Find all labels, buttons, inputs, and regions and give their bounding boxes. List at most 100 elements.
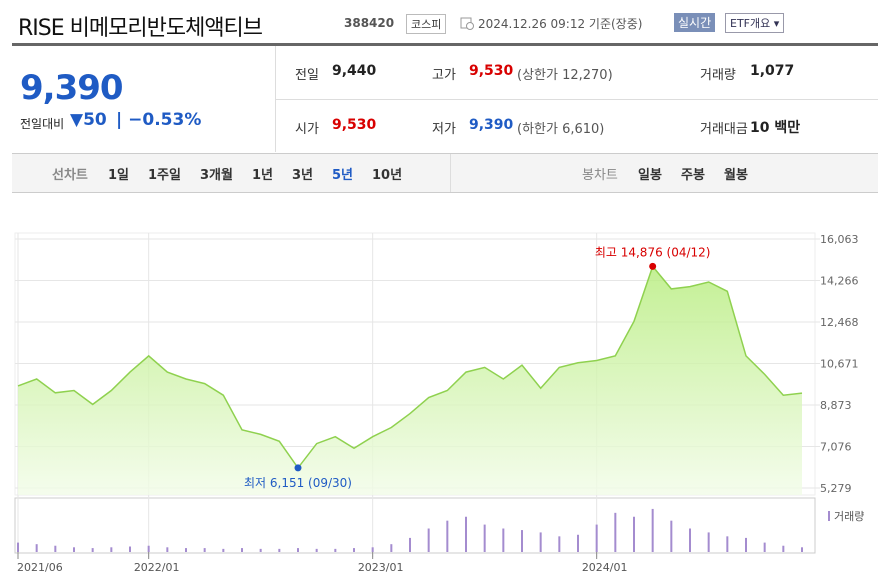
annotation: 최고 14,876 (04/12) xyxy=(595,245,711,259)
volume-bar xyxy=(147,545,150,552)
change-value: 50 xyxy=(83,110,107,130)
volume-bar xyxy=(166,547,169,552)
volume-bar xyxy=(110,547,113,552)
etf-button[interactable]: ETF개요 ▾ xyxy=(725,13,785,33)
volume-bar xyxy=(633,516,635,552)
info-label: 거래량 xyxy=(700,68,736,83)
extreme-point xyxy=(649,262,657,270)
volume-bar xyxy=(259,548,262,552)
volume-bar xyxy=(371,547,374,552)
tab-label: 봉차트 xyxy=(582,168,618,183)
divider xyxy=(450,154,451,192)
tab[interactable]: 1일 xyxy=(108,168,130,183)
legend-label: 거래량 xyxy=(834,510,864,523)
volume-bar xyxy=(129,546,131,552)
volume-bar xyxy=(54,545,57,552)
volume-bar xyxy=(745,537,747,552)
change: ▼50 xyxy=(70,110,107,130)
tab[interactable]: 3개월 xyxy=(200,168,233,183)
realtime[interactable]: 실시간 xyxy=(674,13,716,32)
divider xyxy=(275,99,878,100)
tab[interactable]: 일봉 xyxy=(638,168,662,183)
tab[interactable]: 5년 xyxy=(332,168,354,183)
volume-bar xyxy=(390,544,393,552)
divider xyxy=(12,43,878,46)
volume-bar xyxy=(222,548,225,552)
tab[interactable]: 1주일 xyxy=(148,168,181,183)
tab[interactable]: 월봉 xyxy=(724,168,748,183)
x-tick-label: 2022/01 xyxy=(134,561,180,574)
info-value: 1,077 xyxy=(750,63,795,79)
volume-bar xyxy=(707,532,710,552)
volume-bar xyxy=(801,547,803,552)
info-value: 9,530 xyxy=(332,117,377,133)
y-tick-label: 16,063 xyxy=(820,233,859,246)
volume-bar xyxy=(203,548,206,552)
extreme-point xyxy=(294,464,302,472)
x-tick-label: 2024/01 xyxy=(582,561,628,574)
volume-frame xyxy=(14,497,816,554)
volume-bar xyxy=(689,528,691,552)
info-value: 9,390 xyxy=(469,117,514,133)
volume-bar xyxy=(353,548,355,552)
price: 9,390 xyxy=(20,68,124,108)
time: 2024.12.26 09:12 기준(장중) xyxy=(478,17,643,31)
tab[interactable]: 3년 xyxy=(292,168,314,183)
y-tick-label: 14,266 xyxy=(820,274,859,287)
volume-bar xyxy=(521,530,523,552)
price-line xyxy=(17,264,803,470)
x-tick-label: 2021/06 xyxy=(17,561,63,574)
volume-bar xyxy=(558,536,561,552)
volume-bar xyxy=(483,524,486,552)
tab[interactable]: 1년 xyxy=(252,168,274,183)
volume-bar xyxy=(782,545,785,552)
market: 코스피 xyxy=(406,14,447,34)
tab-label: 선차트 xyxy=(52,168,88,183)
annotation: 최저 6,151 (09/30) xyxy=(244,476,352,490)
volume-bar xyxy=(73,547,75,552)
volume-bar xyxy=(315,548,318,552)
volume-bar xyxy=(185,548,187,552)
tab-bar xyxy=(12,153,878,193)
chart: 16,063 14,266 12,468 10,671 8,873 7,076 5,279 2… xyxy=(14,232,864,574)
info-label: 고가 xyxy=(432,68,456,83)
info-note: (상한가 12,270) xyxy=(517,68,613,83)
y-tick-label: 5,279 xyxy=(820,482,852,495)
rate: −0.53% xyxy=(128,110,202,130)
y-tick-label: 12,468 xyxy=(820,316,859,329)
change-label: 전일대비 xyxy=(20,117,65,131)
volume-bar xyxy=(427,528,430,552)
legend-swatch xyxy=(828,511,830,521)
info-label: 저가 xyxy=(432,122,456,137)
volume-bar xyxy=(763,542,766,552)
volume-bar xyxy=(17,542,19,552)
y-tick-label: 8,873 xyxy=(820,399,852,412)
volume-bar xyxy=(539,532,542,552)
volume-bar xyxy=(614,512,617,552)
code: 388420 xyxy=(344,16,395,30)
tab[interactable]: 10년 xyxy=(372,168,403,183)
y-tick-label: 10,671 xyxy=(820,358,859,371)
tab[interactable]: 주봉 xyxy=(681,168,705,183)
volume-bar xyxy=(651,508,654,552)
info-value: 9,530 xyxy=(469,63,514,79)
volume-bar xyxy=(409,537,411,552)
volume-bar xyxy=(577,534,579,552)
volume-bar xyxy=(241,548,243,552)
volume-bar xyxy=(446,520,449,552)
volume-bar xyxy=(465,516,467,552)
volume-bar xyxy=(502,528,505,552)
clock-icon xyxy=(460,17,474,30)
volume-bar xyxy=(297,548,299,552)
info-value: 10 백만 xyxy=(750,120,801,136)
volume-bar xyxy=(726,536,729,552)
volume-bar xyxy=(91,548,94,552)
change-rate: | −0.53% xyxy=(116,110,202,130)
y-tick-label: 7,076 xyxy=(820,441,852,454)
volume-bar xyxy=(595,524,598,552)
info-label: 시가 xyxy=(295,122,319,137)
volume-bar xyxy=(35,544,38,552)
title: RISE 비메모리반도체액티브 xyxy=(18,16,263,41)
price-area xyxy=(18,266,802,495)
